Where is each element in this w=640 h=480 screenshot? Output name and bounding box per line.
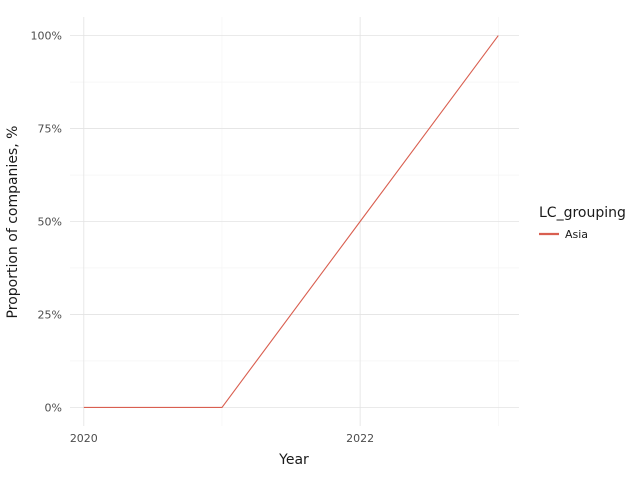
y-tick-label: 75% (38, 123, 62, 136)
y-tick-label: 0% (45, 401, 62, 414)
series-lines (83, 35, 499, 408)
y-axis-title: Proportion of companies, % (5, 126, 21, 319)
legend: LC_grouping Asia (539, 205, 626, 241)
legend-title: LC_grouping (539, 205, 626, 221)
y-tick-label: 50% (38, 216, 62, 229)
y-axis-ticks: 0% 25% 50% 75% 100% (31, 30, 62, 415)
x-axis-ticks: 2020 2022 (70, 432, 374, 445)
x-axis-title: Year (278, 452, 309, 468)
x-tick-label: 2020 (70, 432, 98, 445)
x-tick-label: 2022 (346, 432, 374, 445)
y-tick-label: 25% (38, 308, 62, 321)
legend-label-asia: Asia (565, 228, 588, 241)
legend-items: Asia (539, 228, 588, 241)
y-tick-label: 100% (31, 30, 62, 43)
series-line-asia (83, 35, 499, 408)
major-gridlines (70, 17, 519, 426)
